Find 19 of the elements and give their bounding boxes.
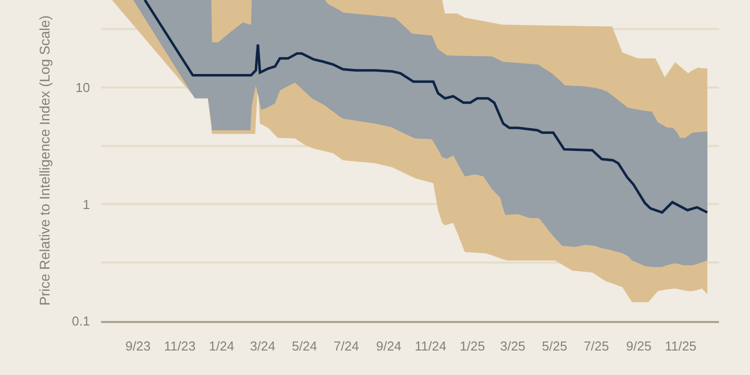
x-tick-label: 5/25	[542, 338, 568, 354]
x-tick-label: 3/24	[250, 338, 276, 354]
y-tick-label: 0.1	[72, 314, 90, 329]
x-tick-label: 3/25	[500, 338, 526, 354]
x-tick-label: 11/24	[414, 338, 446, 354]
x-tick-label: 1/24	[208, 338, 234, 354]
x-tick-label: 1/25	[460, 338, 486, 354]
x-tick-label: 11/25	[664, 338, 696, 354]
y-axis-title: Price Relative to Intelligence Index (Log Scale)	[36, 15, 53, 306]
x-tick-label: 11/23	[164, 338, 196, 354]
x-tick-label: 7/24	[334, 338, 359, 354]
y-tick-label: 1	[82, 196, 90, 212]
x-tick-label: 7/25	[584, 338, 610, 354]
x-tick-label: 9/25	[626, 338, 652, 354]
x-tick-label: 9/24	[376, 338, 402, 354]
x-tick-label: 9/23	[125, 338, 151, 354]
x-tick-label: 5/24	[292, 338, 318, 354]
line-series	[144, 0, 709, 214]
y-tick-label: 10	[76, 80, 90, 95]
